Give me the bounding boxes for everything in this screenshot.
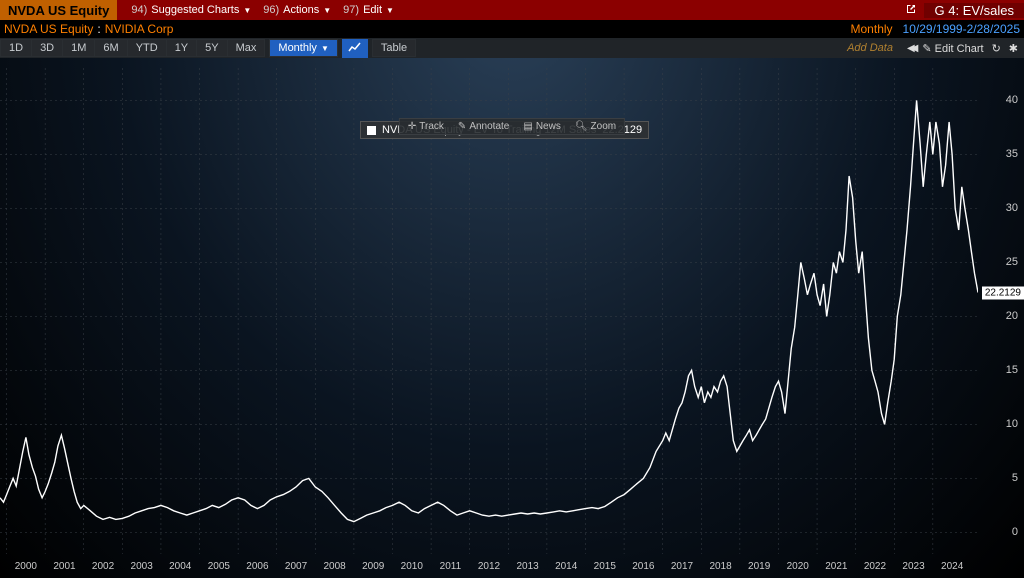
zoom-icon: 🔍︎ xyxy=(575,121,588,132)
chevron-down-icon: ▼ xyxy=(386,6,394,15)
chevron-down-icon: ▼ xyxy=(321,44,329,53)
add-data-input[interactable]: Add Data xyxy=(839,40,901,56)
x-axis: 2000200120022003200420052006200720082009… xyxy=(0,554,978,578)
edit-chart-button[interactable]: ✎ Edit Chart xyxy=(922,42,983,55)
range-1d[interactable]: 1D xyxy=(0,39,32,57)
table-view-button[interactable]: Table xyxy=(372,39,416,57)
collapse-left-icon[interactable]: ◀◀ xyxy=(907,43,914,54)
range-6m[interactable]: 6M xyxy=(95,39,127,57)
range-5y[interactable]: 5Y xyxy=(197,39,227,57)
annotate-button[interactable]: ✎Annotate xyxy=(452,121,515,132)
sub-header: NVDA US Equity : NVIDIA Corp Monthly 10/… xyxy=(0,20,1024,38)
menu-suggested-charts[interactable]: 94)Suggested Charts▼ xyxy=(125,4,257,16)
track-button[interactable]: ✛Track xyxy=(402,121,450,132)
y-axis: 0510152025303540 xyxy=(978,68,1024,554)
export-icon[interactable] xyxy=(898,2,924,19)
current-value-badge: 22.2129 xyxy=(982,286,1024,299)
news-icon: ▤ xyxy=(523,121,532,132)
chart-toolbar: 1D 3D 1M 6M YTD 1Y 5Y Max Monthly▼ Table… xyxy=(0,38,1024,58)
period-label: Monthly xyxy=(851,22,893,36)
legend-swatch xyxy=(367,126,376,135)
range-max[interactable]: Max xyxy=(228,39,266,57)
ticker-label: NVDA US Equity xyxy=(0,0,117,20)
range-1y[interactable]: 1Y xyxy=(167,39,197,57)
chart-mini-toolbar: ✛Track ✎Annotate ▤News 🔍︎Zoom xyxy=(399,118,625,135)
chart-type-icon[interactable] xyxy=(342,39,368,58)
chevron-down-icon: ▼ xyxy=(323,6,331,15)
range-1m[interactable]: 1M xyxy=(63,39,95,57)
chart-area: ✛Track ✎Annotate ▤News 🔍︎Zoom NVDA US Eq… xyxy=(0,58,1024,578)
top-menu-bar: NVDA US Equity 94)Suggested Charts▼ 96)A… xyxy=(0,0,1024,20)
company-name: NVIDIA Corp xyxy=(105,22,174,36)
chart-plot[interactable] xyxy=(0,68,978,554)
chevron-down-icon: ▼ xyxy=(243,6,251,15)
pencil-icon: ✎ xyxy=(458,121,466,132)
period-select[interactable]: Monthly▼ xyxy=(269,39,337,57)
crosshair-icon: ✛ xyxy=(408,121,416,132)
range-ytd[interactable]: YTD xyxy=(128,39,167,57)
date-range: 10/29/1999-2/28/2025 xyxy=(903,22,1020,36)
range-3d[interactable]: 3D xyxy=(32,39,63,57)
metric-label: G 4: EV/sales xyxy=(924,3,1024,18)
reset-icon[interactable]: ↻ xyxy=(992,42,1001,55)
menu-actions[interactable]: 96)Actions▼ xyxy=(257,4,337,16)
sub-ticker: NVDA US Equity xyxy=(4,22,93,36)
settings-icon[interactable]: ✱ xyxy=(1009,42,1018,55)
news-button[interactable]: ▤News xyxy=(517,121,566,132)
zoom-button[interactable]: 🔍︎Zoom xyxy=(569,121,622,132)
menu-edit[interactable]: 97)Edit▼ xyxy=(337,4,400,16)
